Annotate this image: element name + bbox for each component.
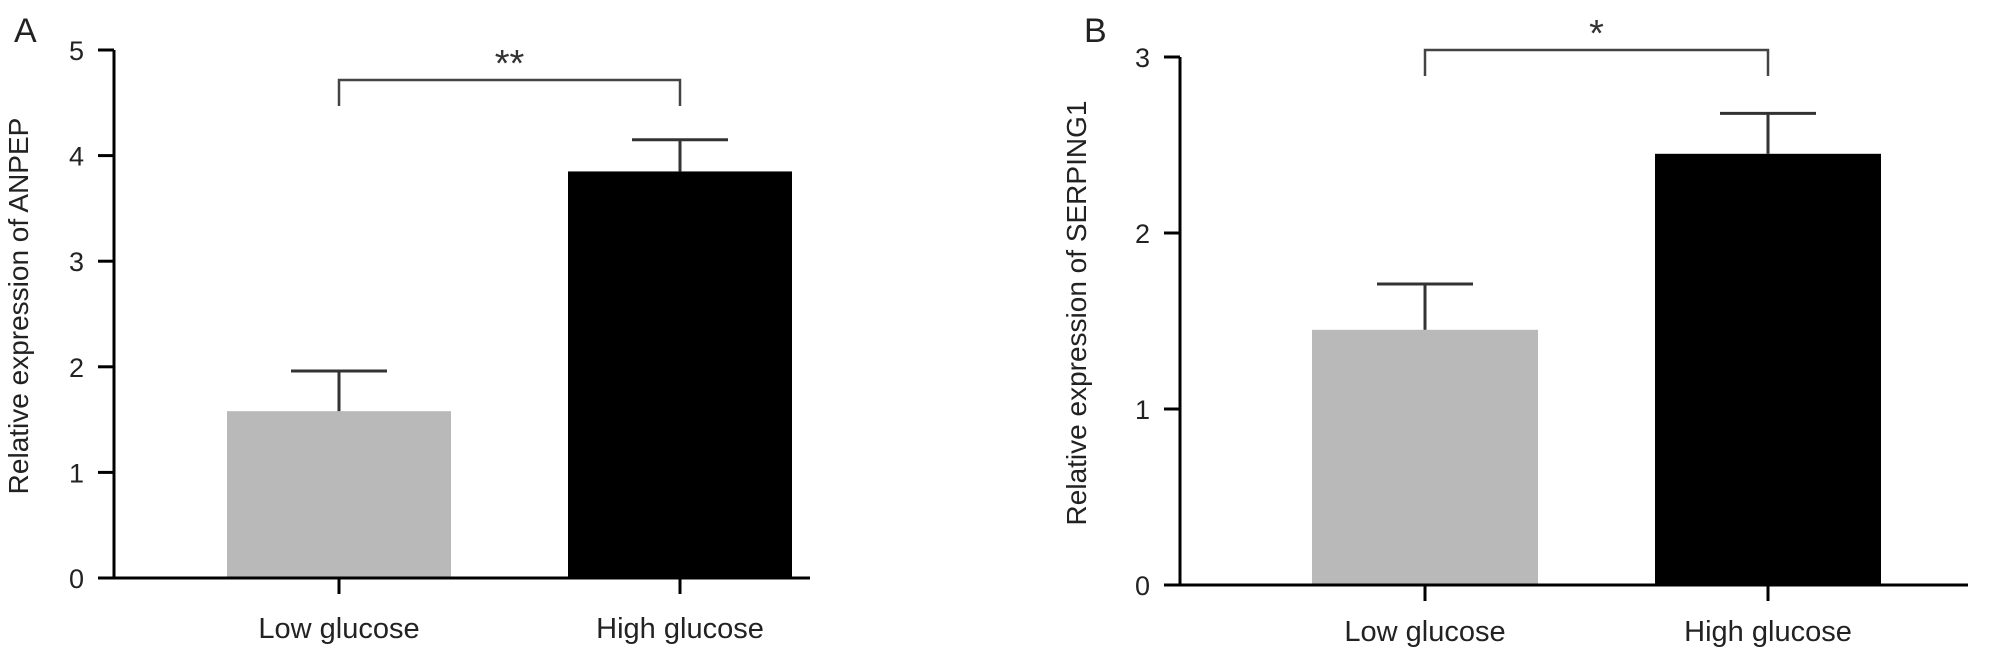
panel-b-y-tick-label: 1: [1135, 395, 1150, 425]
panel-b-y-axis-title: Relative expression of SERPING1: [1061, 101, 1092, 526]
panel-b-x-tick-label: High glucose: [1684, 616, 1852, 648]
panel-a-y-tick-label: 2: [69, 353, 84, 383]
panel-a-y-tick-label: 1: [69, 458, 84, 488]
panel-a-x-tick-label: Low glucose: [258, 613, 419, 645]
panel-b-y-tick-label: 3: [1135, 43, 1150, 73]
panel-b-significance-label: *: [1589, 13, 1604, 55]
panel-a-bar-high-glucose: [568, 171, 792, 578]
panel-a-x-tick-label: High glucose: [596, 613, 764, 645]
panel-b-bar-high-glucose: [1655, 153, 1881, 586]
panel-b-error-bar-low-glucose: [1377, 282, 1473, 330]
panel-b-error-bar-high-glucose: [1720, 111, 1816, 154]
panel-b-letter: B: [1084, 12, 1107, 50]
panel-a-y-tick-label: 0: [69, 564, 84, 594]
panel-a-letter: A: [14, 12, 37, 50]
panel-a-bar-low-glucose: [227, 411, 451, 578]
panel-b-bar-low-glucose: [1312, 329, 1538, 585]
panel-a-y-tick-label: 3: [69, 247, 84, 277]
panel-a-y-tick-label: 4: [69, 142, 84, 172]
panel-b-y-tick-label: 2: [1135, 219, 1150, 249]
panel-b-y-tick-label: 0: [1135, 571, 1150, 601]
panel-a-error-bar-low-glucose: [291, 369, 387, 412]
panel-b-chart: B 0 1 2 3 Low glucose High glucose Relative exp…: [1061, 12, 1968, 648]
panel-b-significance-bracket: [1423, 48, 1770, 76]
panel-a-chart: A 0 1 2 3 4 5 Low glucose High glucose Relative e…: [3, 12, 810, 645]
panel-a-y-tick-label: 5: [69, 36, 84, 66]
panel-a-significance-bracket: [337, 78, 682, 106]
panel-b-x-tick-label: Low glucose: [1344, 616, 1505, 648]
panel-a-significance-label: **: [495, 43, 525, 85]
panel-a-error-bar-high-glucose: [632, 138, 728, 172]
panel-a-y-axis-title: Relative expression of ANPEP: [3, 118, 34, 495]
